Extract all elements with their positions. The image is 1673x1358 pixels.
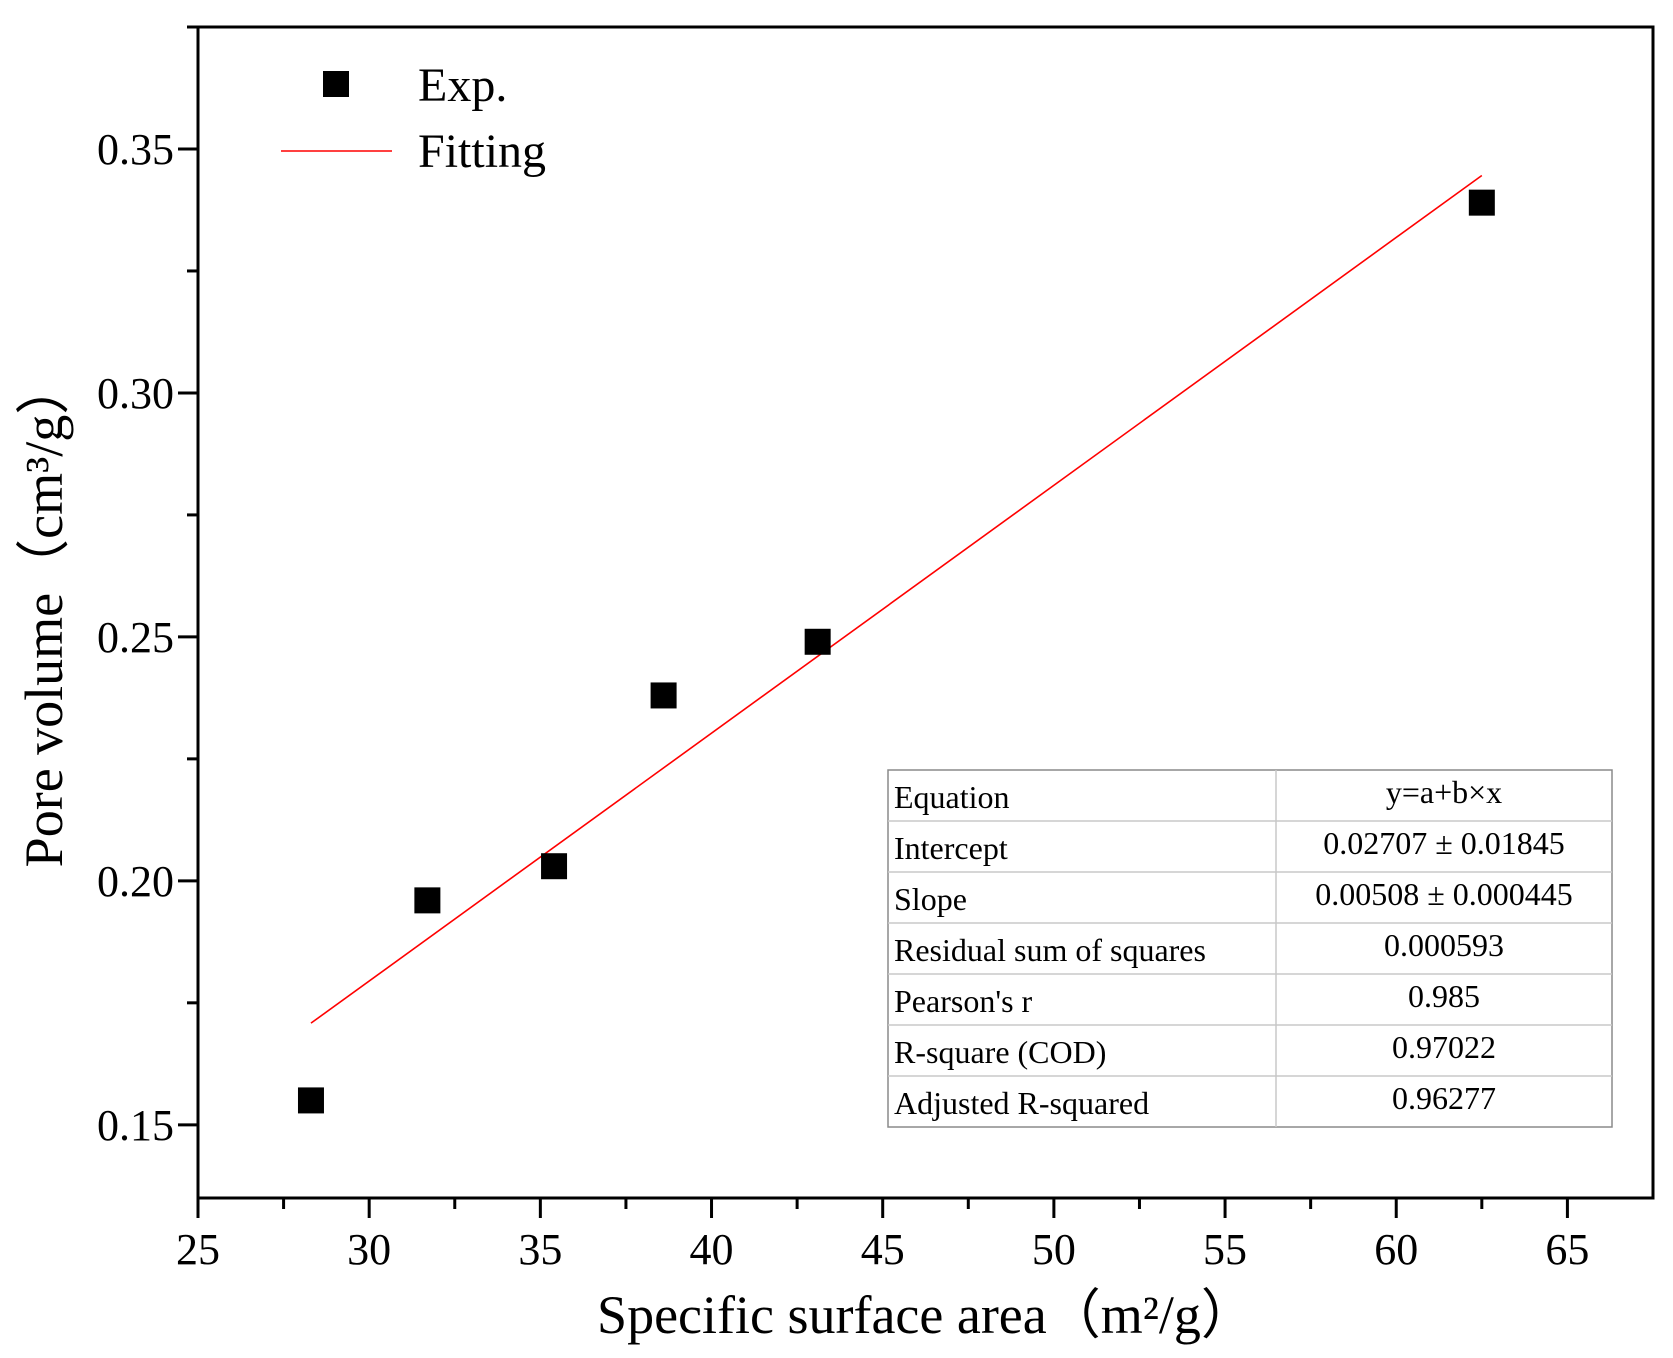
- y-tick-label: 0.30: [97, 369, 174, 418]
- table-value-cell: 0.97022: [1392, 1029, 1496, 1065]
- table-label-cell: Equation: [894, 779, 1010, 815]
- data-points: [297, 189, 1495, 1114]
- table-value-cell: y=a+b×x: [1386, 774, 1502, 810]
- y-tick-label: 0.35: [97, 125, 174, 174]
- x-tick-label: 60: [1374, 1225, 1418, 1274]
- x-axis-title: Specific surface area（m²/g）: [597, 1285, 1255, 1345]
- x-tick-label: 35: [518, 1225, 562, 1274]
- x-tick-label: 30: [347, 1225, 391, 1274]
- fit-stats-table: Equation y=a+b×x Intercept 0.02707 ± 0.0184…: [887, 769, 1613, 1128]
- legend-label-fitting: Fitting: [418, 125, 546, 178]
- y-tick-label: 0.20: [97, 857, 174, 906]
- table-border: [887, 769, 1613, 1128]
- y-tick-label: 0.25: [97, 613, 174, 662]
- data-point: [650, 682, 677, 709]
- table-value-cell: 0.02707 ± 0.01845: [1323, 825, 1565, 861]
- table-label-cell: Residual sum of squares: [894, 932, 1206, 968]
- data-point: [804, 628, 831, 655]
- table-value-cell: 0.00508 ± 0.000445: [1315, 876, 1573, 912]
- table-label-cell: Slope: [894, 881, 967, 917]
- y-axis-title: Pore volume（cm³/g）: [14, 361, 74, 868]
- x-tick-label: 45: [861, 1225, 905, 1274]
- data-point: [1468, 189, 1495, 216]
- x-axis: 25 30 35 40 45 50 55 60 65: [176, 1198, 1589, 1274]
- table-label-cell: R-square (COD): [894, 1034, 1106, 1070]
- x-tick-label: 55: [1203, 1225, 1247, 1274]
- legend-label-exp: Exp.: [418, 59, 507, 112]
- legend: Exp. Fitting: [281, 59, 546, 178]
- x-tick-label: 40: [690, 1225, 734, 1274]
- legend-marker-exp: [323, 71, 349, 97]
- fitting-line-group: [310, 174, 1483, 1024]
- x-tick-label: 50: [1032, 1225, 1076, 1274]
- x-tick-label: 25: [176, 1225, 220, 1274]
- fitting-line: [310, 174, 1483, 1024]
- y-tick-label: 0.15: [97, 1101, 174, 1150]
- plot-frame: [196, 25, 1655, 1200]
- data-point: [297, 1087, 324, 1114]
- data-point: [541, 853, 568, 880]
- table-label-cell: Pearson's r: [894, 983, 1033, 1019]
- plot-border: [196, 25, 1655, 1200]
- table-label-cell: Adjusted R-squared: [894, 1085, 1149, 1121]
- y-axis: 0.15 0.20 0.25 0.30 0.35: [97, 25, 198, 1150]
- table-value-cell: 0.000593: [1384, 927, 1504, 963]
- x-tick-label: 65: [1545, 1225, 1589, 1274]
- table-label-cell: Intercept: [894, 830, 1008, 866]
- table-value-cell: 0.96277: [1392, 1080, 1496, 1116]
- data-point: [414, 887, 441, 914]
- table-value-cell: 0.985: [1408, 978, 1480, 1014]
